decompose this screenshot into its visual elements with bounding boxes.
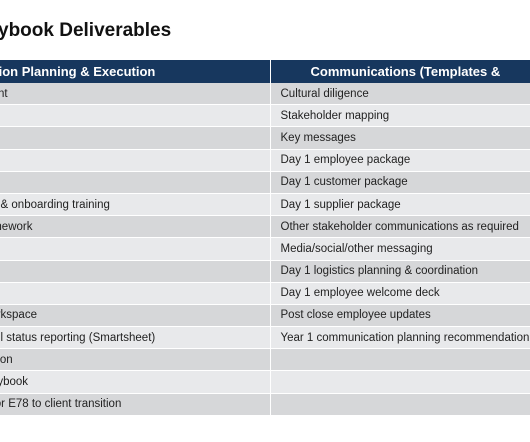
table-row: zation	[0, 348, 530, 372]
integration-cell: ment	[0, 83, 271, 106]
communications-cell: Day 1 supplier package	[270, 193, 530, 217]
communications-cell: Media/social/other messaging	[270, 237, 530, 261]
table-row: Day 1 customer package	[0, 171, 530, 194]
communications-cell: Stakeholder mapping	[270, 104, 530, 128]
table-row: esKey messages	[0, 126, 530, 150]
communications-cell: Day 1 logistics planning & coordination	[270, 260, 530, 283]
communications-cell: Day 1 customer package	[270, 171, 530, 194]
integration-cell: playbook	[0, 370, 271, 394]
page-title: ybook Deliverables	[0, 20, 172, 41]
integration-cell: ss	[0, 104, 271, 128]
integration-cell	[0, 237, 271, 261]
column-header-integration: ration Planning & Execution	[0, 60, 271, 83]
integration-cell: es	[0, 126, 271, 150]
table-row: evel status reporting (Smartsheet)Year 1…	[0, 326, 530, 350]
communications-cell: Post close employee updates	[270, 304, 530, 328]
table-row: workspacePost close employee updates	[0, 304, 530, 328]
integration-cell	[0, 260, 271, 283]
table-row: Day 1 employee package	[0, 149, 530, 172]
deliverables-table-container: ration Planning & Execution Communicatio…	[0, 60, 530, 420]
communications-cell: Cultural diligence	[270, 83, 530, 106]
integration-cell: evel status reporting (Smartsheet)	[0, 326, 271, 350]
integration-cell: workspace	[0, 304, 271, 328]
table-row: rameworkOther stakeholder communications…	[0, 215, 530, 239]
table-row: ssStakeholder mapping	[0, 104, 530, 128]
column-header-communications: Communications (Templates &	[270, 60, 530, 83]
table-row: mentCultural diligence	[0, 83, 530, 106]
communications-cell: Day 1 employee package	[270, 149, 530, 172]
table-row: g for E78 to client transition	[0, 393, 530, 416]
table-row: Day 1 logistics planning & coordination	[0, 260, 530, 283]
table-row: Day 1 employee welcome deck	[0, 282, 530, 305]
integration-cell: g for E78 to client transition	[0, 393, 271, 416]
table-header-row: ration Planning & Execution Communicatio…	[0, 60, 530, 83]
table-row: playbook	[0, 370, 530, 394]
table-row: Media/social/other messaging	[0, 237, 530, 261]
communications-cell: Day 1 employee welcome deck	[270, 282, 530, 305]
integration-cell	[0, 282, 271, 305]
communications-cell	[270, 370, 530, 394]
communications-cell: Other stakeholder communications as requ…	[270, 215, 530, 239]
communications-cell	[270, 348, 530, 372]
communications-cell	[270, 393, 530, 416]
deliverables-table: ration Planning & Execution Communicatio…	[0, 60, 530, 416]
integration-cell: ion & onboarding training	[0, 193, 271, 217]
communications-cell: Year 1 communication planning recommenda…	[270, 326, 530, 350]
integration-cell	[0, 171, 271, 194]
communications-cell: Key messages	[270, 126, 530, 150]
integration-cell: zation	[0, 348, 271, 372]
integration-cell	[0, 149, 271, 172]
integration-cell: ramework	[0, 215, 271, 239]
